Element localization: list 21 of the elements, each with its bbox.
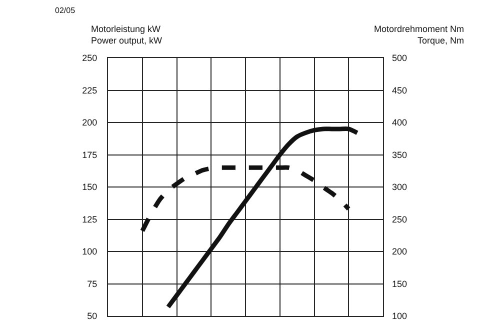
y-tick-label: 100: [82, 246, 98, 257]
y2-tick-label: 400: [392, 118, 408, 128]
y2-tick-label: 150: [392, 278, 408, 289]
y2-tick-label: 450: [392, 85, 408, 96]
y-tick-label: 225: [82, 85, 98, 96]
y-tick-label: 75: [87, 278, 98, 289]
y2-tick-label: 100: [392, 311, 408, 322]
y-tick-label: 200: [82, 118, 98, 128]
y-tick-label: 250: [82, 53, 98, 64]
y2-axis-title: Motordrehmoment Nm Torque, Nm: [374, 24, 464, 46]
y2-tick-label: 350: [392, 150, 408, 160]
y-tick-label: 125: [82, 214, 98, 224]
y-tick-label: 50: [87, 311, 98, 322]
y2-tick-label: 250: [392, 214, 408, 224]
y2-tick-label: 500: [392, 53, 408, 64]
text: 02/05: [55, 6, 76, 15]
y-tick-label: 175: [82, 150, 98, 160]
y2-tick-label: 300: [392, 182, 408, 192]
y-axis-title: Motorleistung kW Power output, kW: [91, 24, 163, 46]
y2-tick-label: 200: [392, 246, 408, 257]
y-tick-label: 150: [82, 182, 98, 192]
